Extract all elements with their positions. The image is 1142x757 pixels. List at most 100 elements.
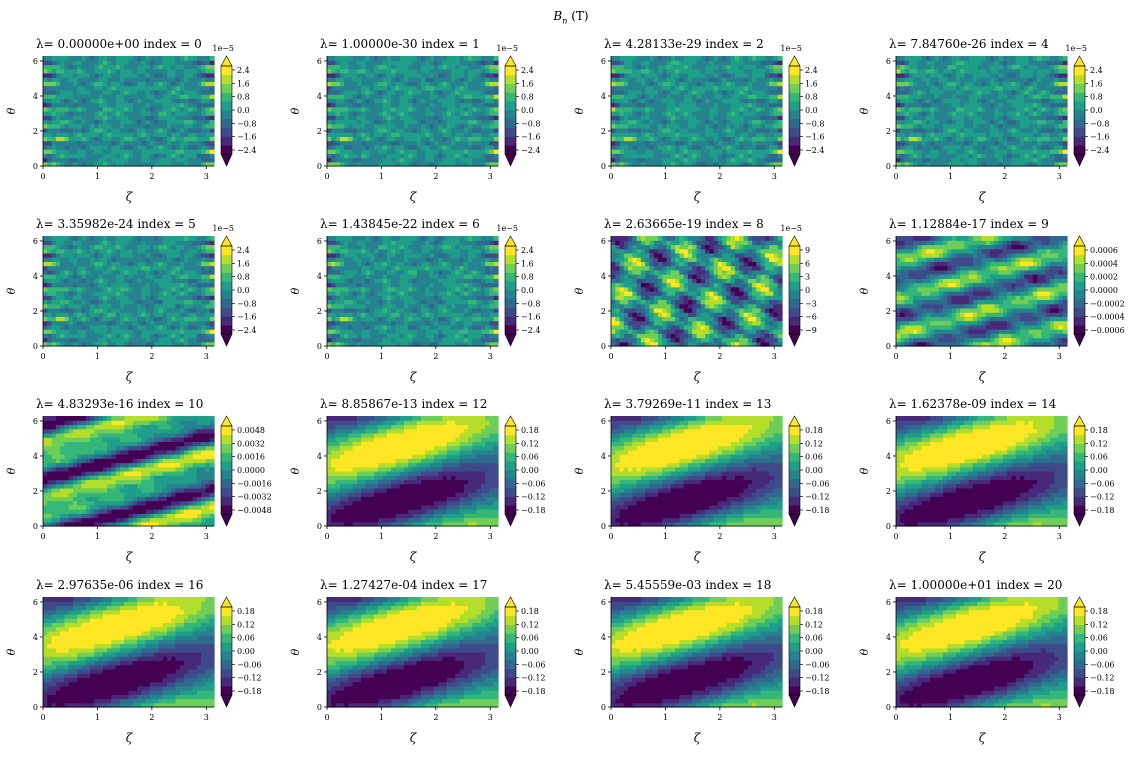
heatmap-cell xyxy=(107,236,113,241)
heatmap-cell xyxy=(137,295,142,301)
heatmap-cell xyxy=(188,72,194,78)
heatmap-cell xyxy=(921,111,927,116)
heatmap-cell xyxy=(900,72,906,78)
heatmap-cell xyxy=(361,85,367,91)
heatmap-cell xyxy=(391,64,397,70)
heatmap-cell xyxy=(1019,72,1025,78)
heatmap-cell xyxy=(51,123,57,129)
heatmap-cell xyxy=(908,64,914,70)
heatmap-cell xyxy=(124,240,130,246)
heatmap-cell xyxy=(955,94,961,99)
heatmap-cell xyxy=(331,161,337,167)
heatmap-cell xyxy=(81,337,87,343)
heatmap-cell xyxy=(743,77,749,82)
heatmap-cell xyxy=(717,77,723,82)
heatmap-cell xyxy=(709,56,715,61)
heatmap-cell xyxy=(947,94,953,99)
heatmap-cell xyxy=(438,64,444,70)
heatmap-cell xyxy=(111,157,117,163)
heatmap-cell xyxy=(683,144,689,150)
heatmap-cell xyxy=(968,157,974,163)
heatmap-cell xyxy=(60,282,65,288)
heatmap-cell xyxy=(132,240,138,246)
heatmap-cell xyxy=(1045,161,1051,167)
heatmap-cell xyxy=(756,161,762,167)
heatmap-cell xyxy=(344,68,349,74)
heatmap-cell xyxy=(683,123,689,129)
heatmap-cell xyxy=(450,123,456,129)
heatmap-cell xyxy=(196,106,202,112)
heatmap-cell xyxy=(192,119,198,125)
heatmap-cell xyxy=(769,161,775,167)
heatmap-cell xyxy=(403,77,409,82)
heatmap-cell xyxy=(352,123,358,129)
heatmap-cell xyxy=(623,161,629,167)
heatmap-cell xyxy=(339,144,345,150)
heatmap-cell xyxy=(196,140,202,146)
heatmap-cell xyxy=(115,94,121,99)
heatmap-cell xyxy=(972,157,978,163)
heatmap-cell xyxy=(399,77,405,82)
heatmap-cell xyxy=(374,60,379,66)
heatmap-cell xyxy=(769,115,775,121)
heatmap-cell xyxy=(480,111,486,116)
heatmap-cell xyxy=(68,136,74,142)
heatmap-cell xyxy=(645,127,651,133)
heatmap-cell xyxy=(205,85,211,91)
heatmap-cell xyxy=(344,98,349,104)
heatmap-cell xyxy=(1054,64,1060,70)
heatmap-cell xyxy=(977,115,983,121)
heatmap-cell xyxy=(141,119,147,125)
heatmap-cell xyxy=(1002,153,1008,159)
heatmap-cell xyxy=(438,102,444,108)
heatmap-cell xyxy=(188,98,194,104)
heatmap-cell xyxy=(468,64,473,70)
heatmap-cell xyxy=(632,56,638,61)
heatmap-cell xyxy=(726,85,732,91)
heatmap-cell xyxy=(645,106,651,112)
heatmap-cell xyxy=(119,286,125,292)
heatmap-cell xyxy=(480,119,486,125)
heatmap-cell xyxy=(943,77,948,82)
heatmap-cell xyxy=(760,123,766,129)
x-tick-label: 2 xyxy=(149,172,154,181)
heatmap-cell xyxy=(666,123,672,129)
heatmap-cell xyxy=(382,85,388,91)
heatmap-cell xyxy=(162,102,168,108)
heatmap-cell xyxy=(692,136,698,142)
heatmap-cell xyxy=(145,132,151,137)
heatmap-cell xyxy=(119,261,125,267)
heatmap-cell xyxy=(184,149,189,154)
heatmap-cell xyxy=(81,106,87,112)
heatmap-cell xyxy=(764,127,770,133)
heatmap-cell xyxy=(896,153,901,159)
heatmap-cell xyxy=(777,153,783,159)
heatmap-cell xyxy=(908,123,914,129)
heatmap-cell xyxy=(192,94,198,99)
heatmap-cell xyxy=(981,115,987,121)
heatmap-cell xyxy=(416,68,422,74)
heatmap-cell xyxy=(1007,161,1013,167)
heatmap-cell xyxy=(416,144,422,150)
heatmap-cell xyxy=(184,153,189,159)
heatmap-cell xyxy=(331,153,337,159)
heatmap-cell xyxy=(51,248,57,254)
heatmap-cell xyxy=(1019,64,1025,70)
heatmap-cell xyxy=(760,140,766,146)
heatmap-cell xyxy=(747,64,753,70)
heatmap-cell xyxy=(960,89,966,95)
heatmap-cell xyxy=(670,157,676,163)
heatmap-cell xyxy=(628,111,633,116)
heatmap-cell xyxy=(1002,89,1008,95)
heatmap-cell xyxy=(141,68,147,74)
heatmap-cell xyxy=(111,106,117,112)
heatmap-cell xyxy=(128,64,134,70)
heatmap-cell xyxy=(425,89,431,95)
colorbar-extend-min xyxy=(504,153,517,167)
heatmap-cell xyxy=(158,56,164,61)
heatmap-cell xyxy=(115,153,121,159)
heatmap-cell xyxy=(670,98,676,104)
heatmap-cell xyxy=(615,68,621,74)
heatmap-cell xyxy=(692,140,698,146)
heatmap-cell xyxy=(184,140,189,146)
